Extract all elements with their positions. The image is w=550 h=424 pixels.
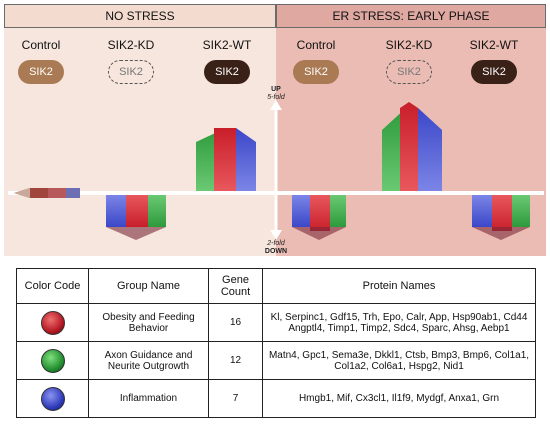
- bar-control-er-stress: [292, 195, 346, 240]
- axis-up-text: UP: [271, 86, 281, 93]
- sik2-pill-control-er-stress: SIK2: [293, 60, 339, 84]
- header-no-stress: NO STRESS: [4, 4, 276, 28]
- expression-graphic: [14, 100, 530, 240]
- legend-table: Color Code Group Name Gene Count Protein…: [16, 268, 536, 418]
- bar-control-no-stress: [14, 188, 80, 198]
- header-color-code: Color Code: [16, 268, 89, 304]
- legend-header-row: Color Code Group Name Gene Count Protein…: [16, 268, 536, 304]
- protein-names: Kl, Serpinc1, Gdf15, Trh, Epo, Calr, App…: [262, 303, 536, 342]
- table-row: Axon Guidance and Neurite Outgrowth 12 M…: [16, 341, 536, 380]
- label-control-er-stress: Control: [296, 38, 336, 52]
- red-circle-icon: [40, 310, 65, 335]
- gene-count: 12: [208, 341, 263, 380]
- down-arrow-icon: [270, 230, 282, 240]
- sik2-pill-kd-er-stress: SIK2: [386, 60, 432, 84]
- label-control-no-stress: Control: [21, 38, 61, 52]
- header-group-name: Group Name: [88, 268, 209, 304]
- green-circle-icon: [40, 348, 65, 373]
- color-cell: [16, 303, 89, 342]
- axis-down-fold: 2-fold: [267, 240, 285, 247]
- header-gene-count: Gene Count: [208, 268, 263, 304]
- bar-sik2wt-er-stress: [472, 195, 530, 240]
- group-name: Obesity and Feeding Behavior: [88, 303, 209, 342]
- header-protein-names: Protein Names: [262, 268, 536, 304]
- label-sik2kd-er-stress: SIK2-KD: [385, 38, 433, 52]
- table-row: Obesity and Feeding Behavior 16 Kl, Serp…: [16, 303, 536, 342]
- axis-up-label: UP 5-fold: [256, 86, 296, 102]
- color-cell: [16, 379, 89, 418]
- table-row: Inflammation 7 Hmgb1, Mif, Cx3cl1, Il1f9…: [16, 379, 536, 418]
- sik2-pill-wt-no-stress: SIK2: [204, 60, 250, 84]
- label-sik2wt-er-stress: SIK2-WT: [469, 38, 519, 52]
- sik2-pill-kd-no-stress: SIK2: [108, 60, 154, 84]
- axis-down-text: DOWN: [264, 248, 288, 255]
- label-sik2wt-no-stress: SIK2-WT: [202, 38, 252, 52]
- header-er-stress: ER STRESS: EARLY PHASE: [276, 4, 546, 28]
- bar-sik2wt-no-stress: [196, 128, 256, 191]
- blue-circle-icon: [40, 386, 65, 411]
- bar-sik2kd-no-stress: [106, 195, 166, 240]
- gene-count: 16: [208, 303, 263, 342]
- group-name: Axon Guidance and Neurite Outgrowth: [88, 341, 209, 380]
- axis-down-label: 2-fold DOWN: [256, 240, 296, 256]
- bar-sik2kd-er-stress: [382, 102, 442, 191]
- color-cell: [16, 341, 89, 380]
- sik2-pill-control-no-stress: SIK2: [18, 60, 64, 84]
- gene-count: 7: [208, 379, 263, 418]
- group-name: Inflammation: [88, 379, 209, 418]
- up-arrow-icon: [270, 100, 282, 110]
- axis-up-fold: 5-fold: [267, 94, 285, 101]
- protein-names: Hmgb1, Mif, Cx3cl1, Il1f9, Mydgf, Anxa1,…: [262, 379, 536, 418]
- protein-names: Matn4, Gpc1, Sema3e, Dkkl1, Ctsb, Bmp3, …: [262, 341, 536, 380]
- sik2-pill-wt-er-stress: SIK2: [471, 60, 517, 84]
- label-sik2kd-no-stress: SIK2-KD: [107, 38, 155, 52]
